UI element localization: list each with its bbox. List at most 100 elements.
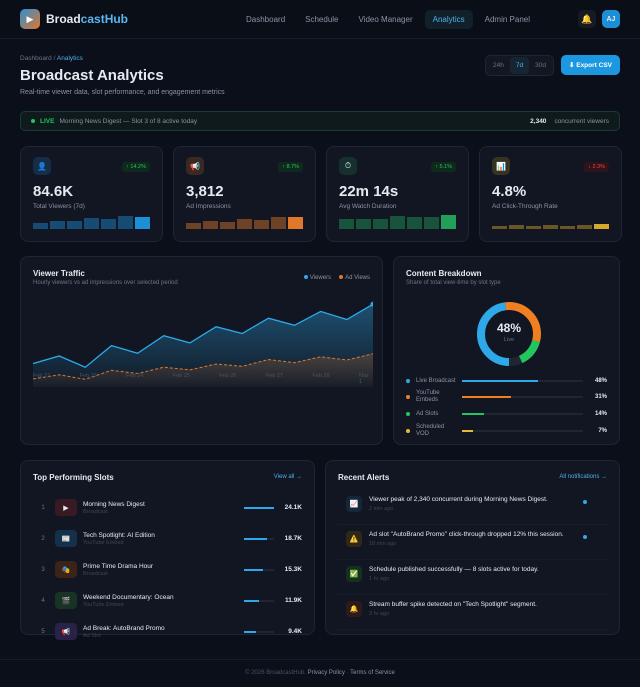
donut-chart <box>477 302 541 366</box>
kpi-label: Avg Watch Duration <box>339 203 397 210</box>
spark-bar <box>526 226 541 229</box>
spark-bar <box>33 222 48 229</box>
play-icon[interactable]: ▶ <box>20 9 40 29</box>
donut-center-label: Live <box>503 337 515 343</box>
data-point <box>370 301 373 307</box>
kpi-label: Ad Impressions <box>186 203 231 210</box>
viewer-traffic-panel: Viewer Traffic Hourly viewers vs ad impr… <box>20 256 383 445</box>
slot-row[interactable]: 1 ▶ Morning News Digest Broadcast 24.1K <box>41 499 302 516</box>
kpi-card: 📢 ↑ 8.7% 3,812 Ad Impressions <box>173 146 316 242</box>
x-tick: Mar 1 <box>359 373 369 385</box>
film-icon: 🎬 <box>55 592 77 609</box>
slot-type: Broadcast <box>83 570 108 577</box>
slot-bar <box>244 506 274 509</box>
slot-type: Ad Slot <box>83 632 101 639</box>
chart-legend: Viewers Ad Views <box>303 275 370 281</box>
kpi-value: 3,812 <box>186 183 224 200</box>
alert-item[interactable]: ✅ Schedule published successfully — 8 slo… <box>338 560 607 595</box>
x-tick: Feb 26 <box>219 373 237 379</box>
panel-subtitle: Share of total view-time by slot type <box>406 280 501 286</box>
range-7d[interactable]: 7d <box>509 57 530 74</box>
range-24h[interactable]: 24h <box>493 62 504 69</box>
slot-value: 24.1K <box>284 504 302 511</box>
spark-bar <box>50 220 65 229</box>
bar-chart-icon: 📊 <box>492 157 510 175</box>
breadcrumb: Dashboard / Analytics <box>20 55 83 62</box>
share-bar-fill <box>462 380 539 382</box>
panel-title: Recent Alerts <box>338 473 390 482</box>
donut-slice[interactable] <box>477 302 541 366</box>
bell-icon: 🔔 <box>346 601 362 617</box>
share-bar-fill <box>462 413 485 415</box>
slot-bar <box>244 599 274 602</box>
kpi-label: Total Viewers (7d) <box>33 203 85 210</box>
alert-time: 2 min ago <box>369 506 394 512</box>
brand-name[interactable]: BroadcastHub <box>46 12 129 26</box>
slot-bar <box>244 630 274 633</box>
line-ad-views <box>33 353 373 380</box>
avatar[interactable]: AJ <box>601 10 620 28</box>
privacy-policy-link[interactable]: Privacy Policy <box>307 670 345 676</box>
alert-item[interactable]: 🔔 Stream buffer spike detected on "Tech S… <box>338 595 607 630</box>
newspaper-icon: 📰 <box>55 530 77 547</box>
slot-row[interactable]: 4 🎬 Weekend Documentary: Ocean YouTube Embe… <box>41 592 302 609</box>
share-bar-fill <box>462 430 474 432</box>
bell-icon[interactable]: 🔔 <box>577 10 596 28</box>
page-header: Dashboard / Analytics Broadcast Analytic… <box>20 55 620 96</box>
slot-row[interactable]: 5 📢 Ad Break: AutoBrand Promo Ad Slot 9.4K <box>41 623 302 640</box>
range-30d[interactable]: 30d <box>535 62 546 69</box>
trend-up-icon: 📈 <box>346 496 362 512</box>
stopwatch-icon: ⏱ <box>339 157 357 175</box>
live-count: 2,340 <box>530 117 547 125</box>
slot-bar-fill <box>244 630 256 633</box>
alert-item[interactable]: ⚠️ Ad slot "AutoBrand Promo" click-throug… <box>338 525 607 560</box>
sparkbars <box>492 215 609 229</box>
terms-link[interactable]: Terms of Service <box>350 670 395 676</box>
live-dot-icon <box>31 119 35 123</box>
view-all-link[interactable]: View all → <box>273 474 302 480</box>
nav-link-video-manager[interactable]: Video Manager <box>358 14 413 24</box>
alert-text: Ad slot "AutoBrand Promo" click-through … <box>369 531 564 538</box>
slot-row[interactable]: 3 🎭 Prime Time Drama Hour Broadcast 15.3K <box>41 561 302 578</box>
legend-viewers[interactable]: Viewers <box>303 275 331 281</box>
spark-bar <box>560 225 575 229</box>
megaphone-icon: 📢 <box>55 623 77 640</box>
spark-bar <box>118 216 133 229</box>
kpi-value: 4.8% <box>492 183 527 200</box>
legend-ad-views[interactable]: Ad Views <box>339 275 370 281</box>
slot-bar-fill <box>244 537 268 540</box>
alert-item[interactable]: 📈 Viewer peak of 2,340 concurrent during … <box>338 490 607 525</box>
export-csv-button[interactable]: ⬇ Export CSV <box>560 55 620 75</box>
nav-link-dashboard[interactable]: Dashboard <box>246 14 286 24</box>
nav-link-analytics[interactable]: Analytics <box>424 9 473 29</box>
user-icon: 👤 <box>33 157 51 175</box>
all-notifications-link[interactable]: All notifications → <box>559 474 607 480</box>
x-tick: Feb 24 <box>126 373 144 379</box>
kpi-card: 📊 ↓ 2.3% 4.8% Ad Click-Through Rate <box>479 146 622 242</box>
slot-type: Broadcast <box>83 508 108 515</box>
sparkbars <box>33 215 150 229</box>
donut-slice[interactable] <box>477 302 541 366</box>
spark-bar <box>101 218 116 229</box>
share-bar <box>462 413 583 415</box>
legend-dot-icon <box>406 429 410 433</box>
slot-value: 15.3K <box>284 566 302 573</box>
slot-bar-fill <box>244 568 263 571</box>
nav-link-schedule[interactable]: Schedule <box>305 14 339 24</box>
unread-dot-icon <box>583 500 587 504</box>
slot-row[interactable]: 2 📰 Tech Spotlight: AI Edition YouTube Embe… <box>41 530 302 547</box>
sparkbars <box>339 215 456 229</box>
spark-bar <box>356 218 371 229</box>
alert-time: 3 hr ago <box>369 611 390 617</box>
live-label: LIVE <box>40 117 55 125</box>
breadcrumb-dashboard[interactable]: Dashboard <box>20 55 52 62</box>
x-tick: Feb 27 <box>265 373 283 379</box>
play-icon: ▶ <box>55 499 77 516</box>
share-bar <box>462 380 583 382</box>
sparkbars <box>186 215 303 229</box>
alert-text: Stream buffer spike detected on "Tech Sp… <box>369 601 537 608</box>
breakdown-row: Scheduled VOD 7% <box>406 424 607 437</box>
nav-link-admin-panel[interactable]: Admin Panel <box>484 14 530 24</box>
top-slots-panel: Top Performing Slots View all → 1 ▶ Mornin… <box>20 460 315 640</box>
slot-bar-fill <box>244 506 274 509</box>
